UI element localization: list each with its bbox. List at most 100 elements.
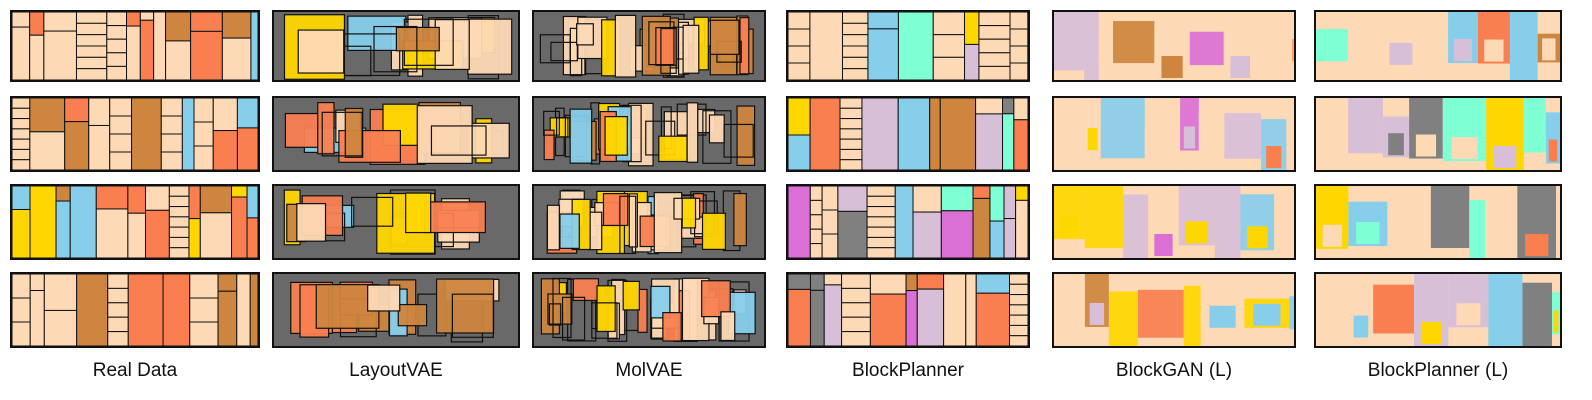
block [978,52,1011,67]
block [662,312,682,342]
block [569,108,593,164]
block [144,186,170,211]
block [591,302,618,339]
block [69,186,97,258]
block [126,12,141,27]
layout-tile [786,184,1030,260]
block [1430,186,1470,248]
block [867,12,899,30]
block [809,243,823,258]
block [95,186,129,210]
block [1189,31,1224,66]
block [916,274,945,290]
block [29,289,45,346]
block [29,34,45,80]
layout-drawing [534,98,764,170]
block [1469,200,1486,258]
block [76,274,109,346]
block [975,274,1011,294]
block [940,210,974,258]
block [622,280,640,311]
block [1347,37,1382,72]
block [681,197,697,229]
block [190,12,223,32]
block [547,293,573,325]
block [809,214,823,230]
block [75,22,108,36]
block [1348,98,1383,154]
column-label: BlockGAN (L) [1115,360,1233,381]
block [236,274,251,346]
block [841,12,869,24]
block [416,105,473,164]
block [940,186,974,212]
block [1322,224,1342,247]
block [160,115,183,135]
block [841,34,869,47]
block [1151,146,1174,168]
block [1084,12,1099,80]
layout-drawing [1054,186,1294,258]
block [1060,130,1079,153]
block [246,186,258,219]
layout-drawing [534,186,764,258]
block [866,195,896,208]
layout-drawing [534,274,764,346]
block [823,274,843,286]
layout-drawing [274,274,518,346]
block [866,206,896,218]
block [912,186,942,213]
block [212,98,238,132]
block [1493,146,1517,168]
block [188,186,201,220]
block [344,107,364,158]
block [686,102,699,163]
layout-tile [786,96,1030,172]
block [978,12,1011,27]
block [604,115,628,156]
block [12,118,31,130]
layout-drawing [1316,186,1560,258]
block [788,28,811,47]
block [809,98,841,170]
block [1388,133,1404,156]
block [701,212,726,250]
block [978,65,1011,80]
layout-tile [10,10,260,82]
layout-drawing [274,186,518,258]
block [246,217,258,258]
block [596,285,616,333]
layout-tile [532,96,766,172]
block [190,30,223,80]
block [168,247,190,258]
block [839,159,863,170]
block [866,186,896,197]
layout-drawing [788,186,1028,258]
block [1013,98,1028,121]
block [75,45,108,58]
block [1224,113,1262,159]
block [1183,126,1196,149]
block [932,34,966,58]
block [1002,113,1015,170]
layout-drawing [274,98,518,170]
block [943,274,967,346]
block [655,27,677,66]
column-blockplanner-l: BlockPlanner (L) [1314,0,1562,400]
block [788,62,811,80]
block [106,25,128,40]
block [788,45,811,64]
block [1316,289,1349,340]
block [839,128,863,140]
block [189,321,219,346]
block [231,196,248,258]
block [43,30,77,80]
layout-tile [1314,184,1562,260]
block [628,193,638,248]
column-label: MolVAE [615,360,683,381]
layout-tile [1314,272,1562,348]
block [905,274,918,292]
column-real-data: Real Data [10,0,260,400]
block [1456,303,1481,326]
